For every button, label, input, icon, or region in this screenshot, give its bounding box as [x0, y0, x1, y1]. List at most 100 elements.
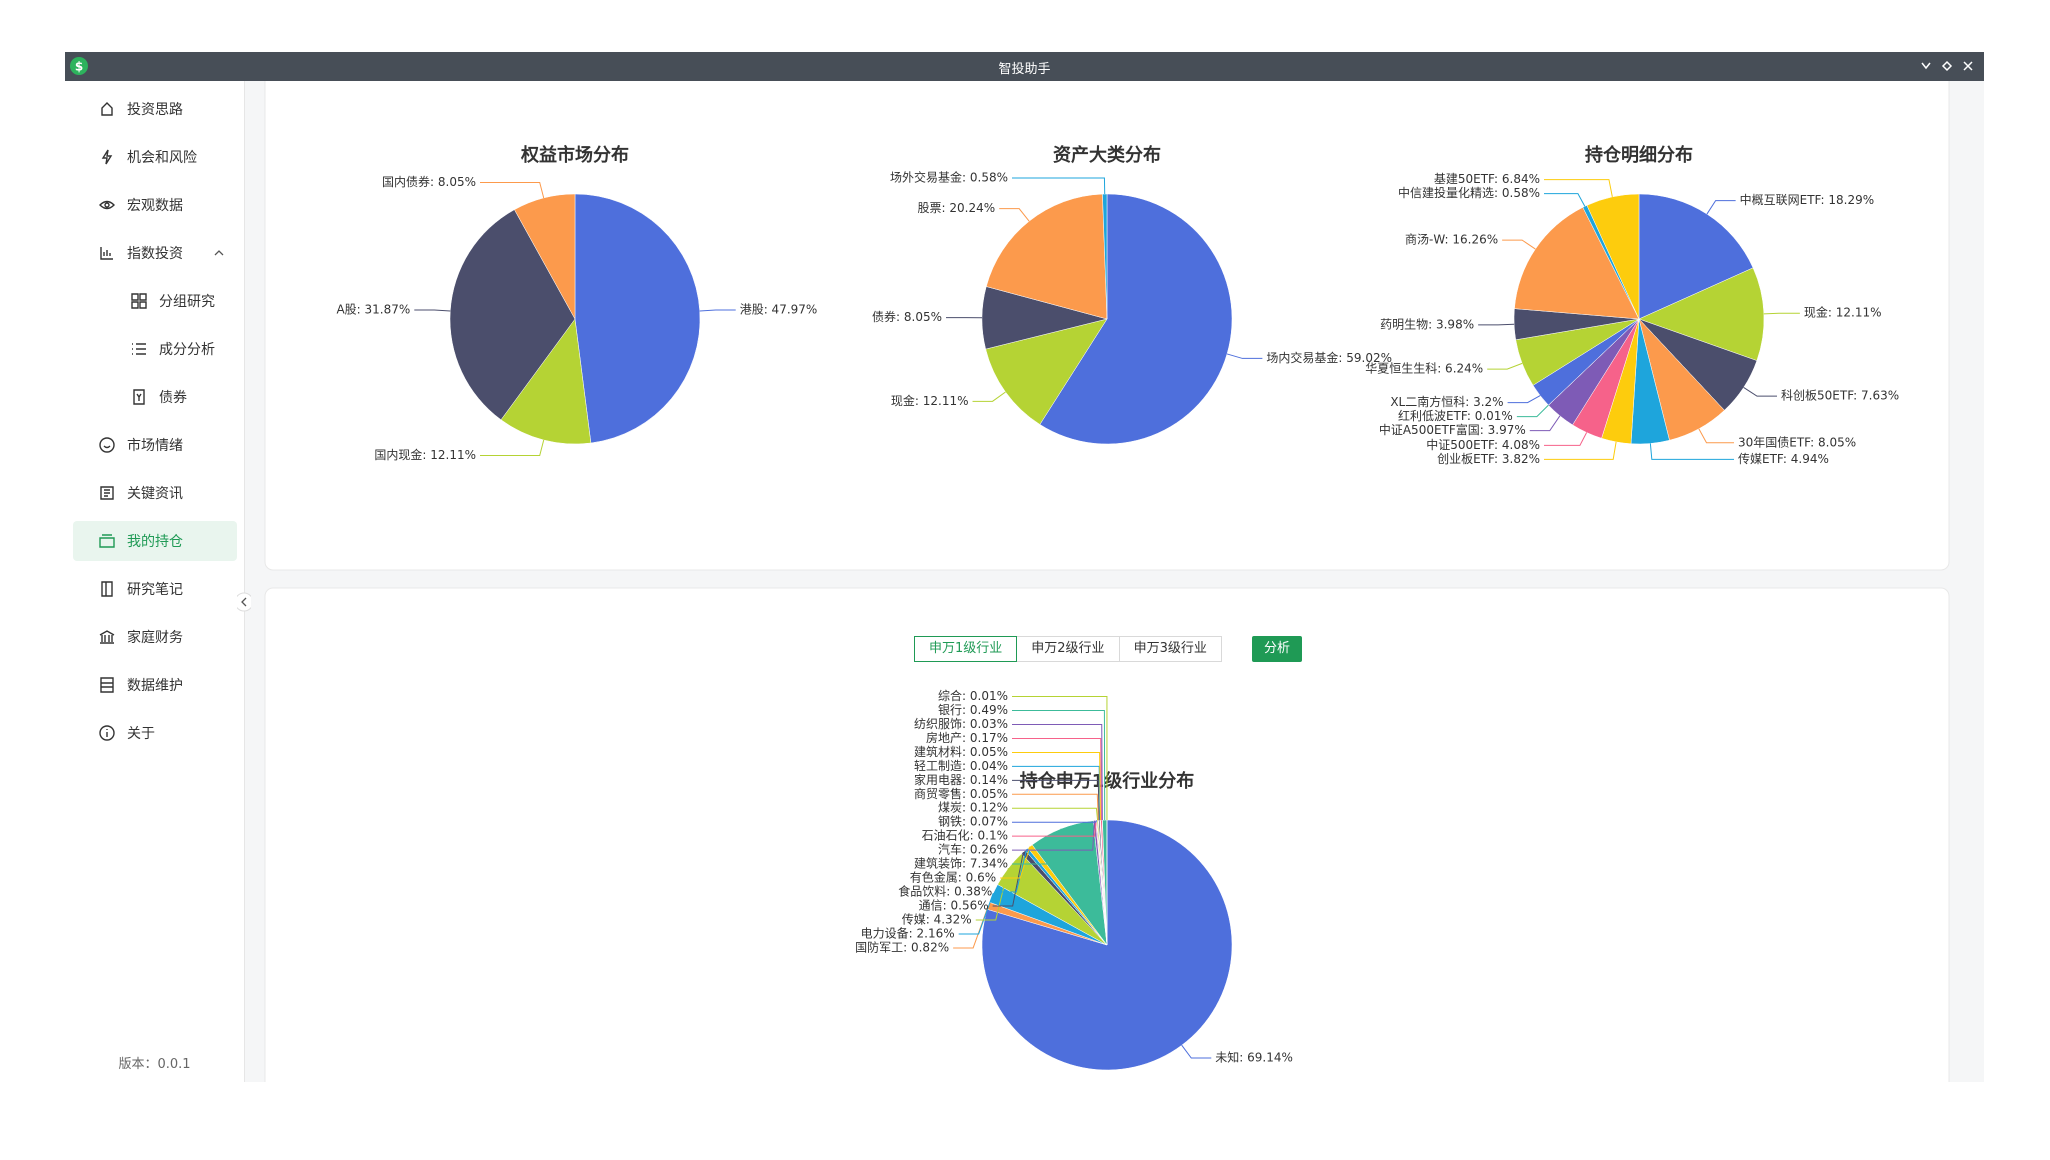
analyze-button[interactable]: 分析	[1252, 636, 1303, 662]
chart-title: 权益市场分布	[520, 144, 629, 166]
data-label: 中证500ETF: 4.08%	[1426, 437, 1540, 452]
label-line	[972, 391, 1006, 402]
icon-shape	[100, 247, 113, 260]
label-line	[1000, 846, 1031, 879]
label-line	[1012, 177, 1106, 195]
version: 版本：0.0.1	[118, 1057, 191, 1072]
close-button[interactable]	[1963, 61, 1973, 71]
icon-shape	[99, 200, 115, 210]
menu-label: 家庭财务	[127, 630, 183, 646]
chart-title: 资产大类分布	[1053, 144, 1161, 166]
data-label: 创业板ETF: 3.82%	[1437, 452, 1540, 466]
menu-label: 关键资讯	[127, 486, 183, 502]
data-label: 煤炭: 0.12%	[938, 801, 1008, 815]
data-label: 汽车: 0.26%	[938, 842, 1008, 857]
menu-label: 我的持仓	[127, 534, 183, 550]
label-line	[1487, 362, 1523, 370]
label-line	[996, 849, 1028, 893]
menu-item[interactable]: 机会和风险	[73, 137, 237, 177]
window-controls	[1921, 60, 1973, 72]
pie-slice: 国内债券	[514, 193, 576, 320]
label-line	[1763, 312, 1800, 315]
icon-shape	[101, 102, 113, 116]
data-label: 中概互联网ETF: 18.29%	[1740, 192, 1875, 207]
data-label: 30年国债ETF: 8.05%	[1738, 435, 1856, 449]
pie-slice: 国内现金	[500, 318, 592, 445]
menu-icon	[99, 437, 115, 453]
label-line	[1012, 828, 1062, 865]
label-line	[480, 439, 545, 457]
submenu-item[interactable]: 成分分析	[73, 329, 237, 369]
label-line	[1516, 404, 1549, 418]
minimize-button[interactable]	[1921, 62, 1931, 70]
menu-item[interactable]: 家庭财务	[73, 617, 237, 657]
collapse-button[interactable]	[237, 590, 251, 614]
label-line	[1698, 428, 1734, 444]
data-label: 传媒ETF: 4.94%	[1738, 451, 1829, 466]
icon-shape	[132, 343, 146, 355]
menu-item[interactable]: 研究笔记	[73, 569, 237, 609]
data-label: 场内交易基金: 59.02%	[1266, 350, 1392, 365]
menu-icon	[101, 149, 113, 165]
label-line	[999, 208, 1030, 222]
icon-shape	[101, 149, 113, 165]
data-label: 钢铁: 0.07%	[938, 815, 1008, 829]
menu-item[interactable]: 宏观数据	[73, 185, 237, 225]
data-label: 科创板50ETF: 7.63%	[1781, 389, 1899, 403]
data-label: 建筑材料: 0.05%	[914, 744, 1008, 759]
label-line	[1012, 820, 1095, 851]
tab[interactable]: 申万2级行业	[1016, 636, 1120, 662]
label-line	[1706, 200, 1736, 215]
menu-icon	[133, 389, 145, 405]
pie-slice: 场内交易基金	[1039, 193, 1233, 445]
data-label: 场外交易基金: 0.58%	[890, 170, 1008, 185]
label-line	[975, 868, 1009, 921]
label-line	[1012, 820, 1098, 823]
data-label: A股: 31.87%	[336, 303, 410, 317]
menu-item[interactable]: 关于	[73, 713, 237, 753]
data-label: 股票: 20.24%	[918, 201, 996, 215]
data-label: 综合: 0.01%	[938, 688, 1008, 703]
label-line	[1181, 1044, 1212, 1059]
submenu-item[interactable]: 分组研究	[73, 281, 237, 321]
icon-shape	[99, 437, 115, 453]
label-line	[1544, 432, 1588, 446]
menu-item[interactable]: 指数投资	[73, 233, 237, 273]
charts: 权益市场分布港股国内现金A股国内债券港股: 47.97% 国内现金: 12.11%…	[264, 81, 1950, 1082]
menu-label: 研究笔记	[127, 582, 183, 598]
label-line	[1012, 820, 1097, 837]
icon-shape	[99, 630, 115, 644]
submenu-item[interactable]: 债券	[73, 377, 237, 417]
label-line	[1743, 386, 1778, 397]
menu-icon	[100, 247, 113, 260]
data-label: 建筑装饰: 7.34%	[914, 856, 1008, 871]
tab[interactable]: 申万3级行业	[1118, 636, 1222, 662]
data-label: 纺织服饰: 0.03%	[914, 717, 1008, 731]
menu-label: 投资思路	[127, 102, 183, 118]
label-line	[1012, 779, 1100, 821]
data-label: 家用电器: 0.14%	[914, 772, 1008, 787]
data-label: 国内现金: 12.11%	[374, 447, 476, 462]
data-label: 商贸零售: 0.05%	[914, 786, 1008, 801]
menu-icon	[99, 200, 115, 210]
menu-item[interactable]: 市场情绪	[73, 425, 237, 465]
label-line	[1012, 751, 1101, 821]
data-label: 国内债券: 8.05%	[382, 174, 476, 189]
data-label: 食品饮料: 0.38%	[898, 883, 992, 898]
app-icon-text: $	[75, 60, 83, 74]
label-line	[992, 851, 1024, 907]
menu-item[interactable]: 数据维护	[73, 665, 237, 705]
maximize-button[interactable]	[1941, 60, 1953, 72]
icon-shape	[99, 725, 115, 741]
pie-slice: 现金	[1638, 267, 1765, 361]
label-line	[1012, 724, 1103, 821]
menu-item[interactable]: 投资思路	[73, 89, 237, 129]
sidebar: 版本：0.0.1 投资思路机会和风险宏观数据指数投资分组研究成分分析债券市场情绪…	[65, 81, 245, 1082]
label-line	[414, 309, 451, 312]
tab[interactable]: 申万1级行业	[914, 636, 1018, 662]
menu-item[interactable]: 关键资讯	[73, 473, 237, 513]
data-label: 传媒: 4.32%	[902, 911, 972, 926]
data-label: 中证A500ETF富国: 3.97%	[1379, 422, 1526, 437]
menu-item[interactable]: 我的持仓	[73, 521, 237, 561]
